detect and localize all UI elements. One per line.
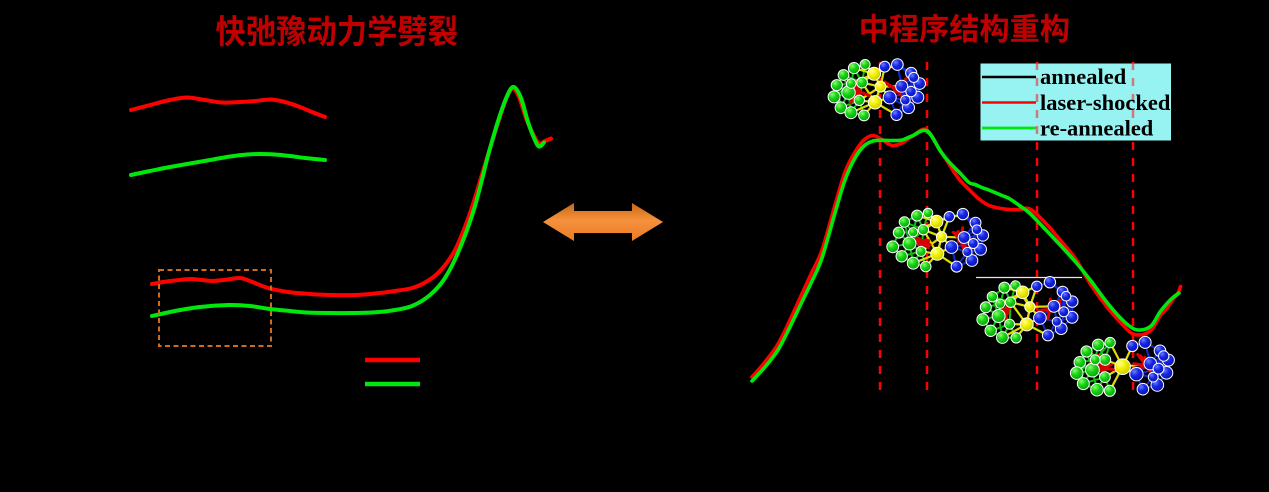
svg-text:annealed: annealed [1040,64,1127,89]
svg-text:re-annealed: re-annealed [1040,116,1154,141]
svg-text:laser-shocked: laser-shocked [1040,90,1171,115]
